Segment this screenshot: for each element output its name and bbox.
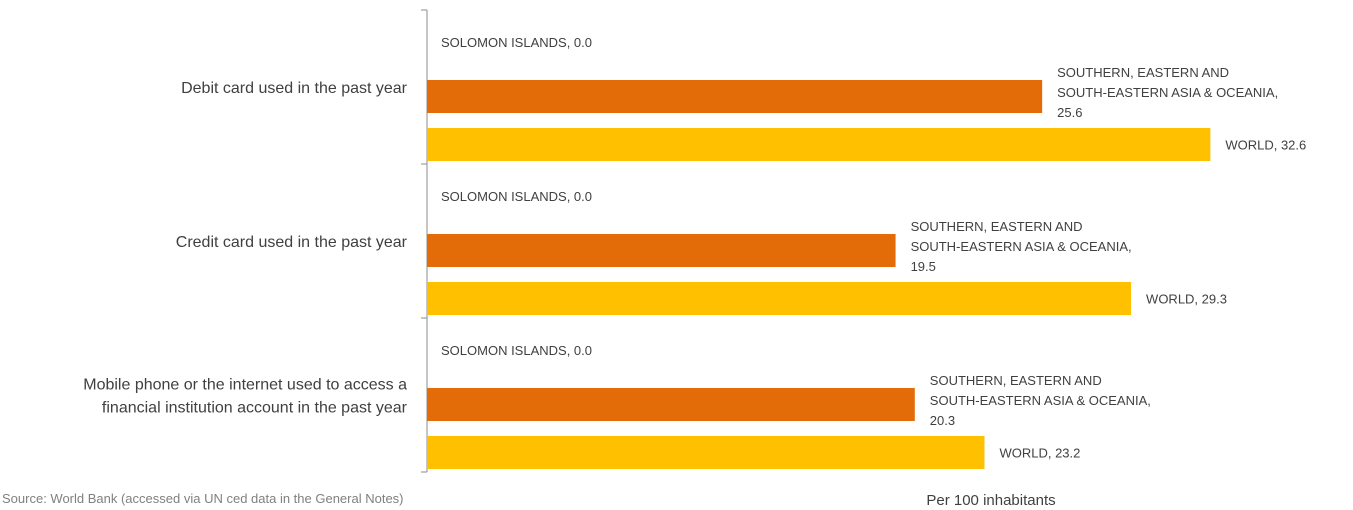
category-label: Credit card used in the past year [176, 234, 408, 251]
data-label-solomon-islands: SOLOMON ISLANDS, 0.0 [441, 343, 592, 358]
category-label: Debit card used in the past year [181, 80, 408, 97]
category-label: Mobile phone or the internet used to acc… [83, 377, 407, 417]
data-label-world: WORLD, 23.2 [999, 446, 1080, 461]
bar-region [427, 80, 1043, 113]
bar-region [427, 234, 896, 267]
bar-region [427, 388, 915, 421]
x-axis-title: Per 100 inhabitants [926, 492, 1055, 509]
category-labels: Debit card used in the past year Credit c… [83, 80, 407, 417]
category-axis [421, 9, 428, 473]
bar-world [427, 128, 1211, 161]
data-label-world: WORLD, 29.3 [1146, 292, 1227, 307]
data-label-solomon-islands: SOLOMON ISLANDS, 0.0 [441, 189, 592, 204]
bars-layer [427, 80, 1211, 469]
data-labels: SOLOMON ISLANDS, 0.0 SOUTHERN, EASTERN AN… [441, 35, 1306, 461]
source-note: Source: World Bank (accessed via UN ced … [2, 491, 404, 506]
bar-world [427, 436, 985, 469]
bar-world [427, 282, 1132, 315]
data-label-region: SOUTHERN, EASTERN AND SOUTH-EASTERN ASIA … [1057, 65, 1278, 120]
data-label-world: WORLD, 32.6 [1225, 138, 1306, 153]
data-label-solomon-islands: SOLOMON ISLANDS, 0.0 [441, 35, 592, 50]
data-label-region: SOUTHERN, EASTERN AND SOUTH-EASTERN ASIA … [930, 373, 1151, 428]
data-label-region: SOUTHERN, EASTERN AND SOUTH-EASTERN ASIA … [911, 219, 1132, 274]
